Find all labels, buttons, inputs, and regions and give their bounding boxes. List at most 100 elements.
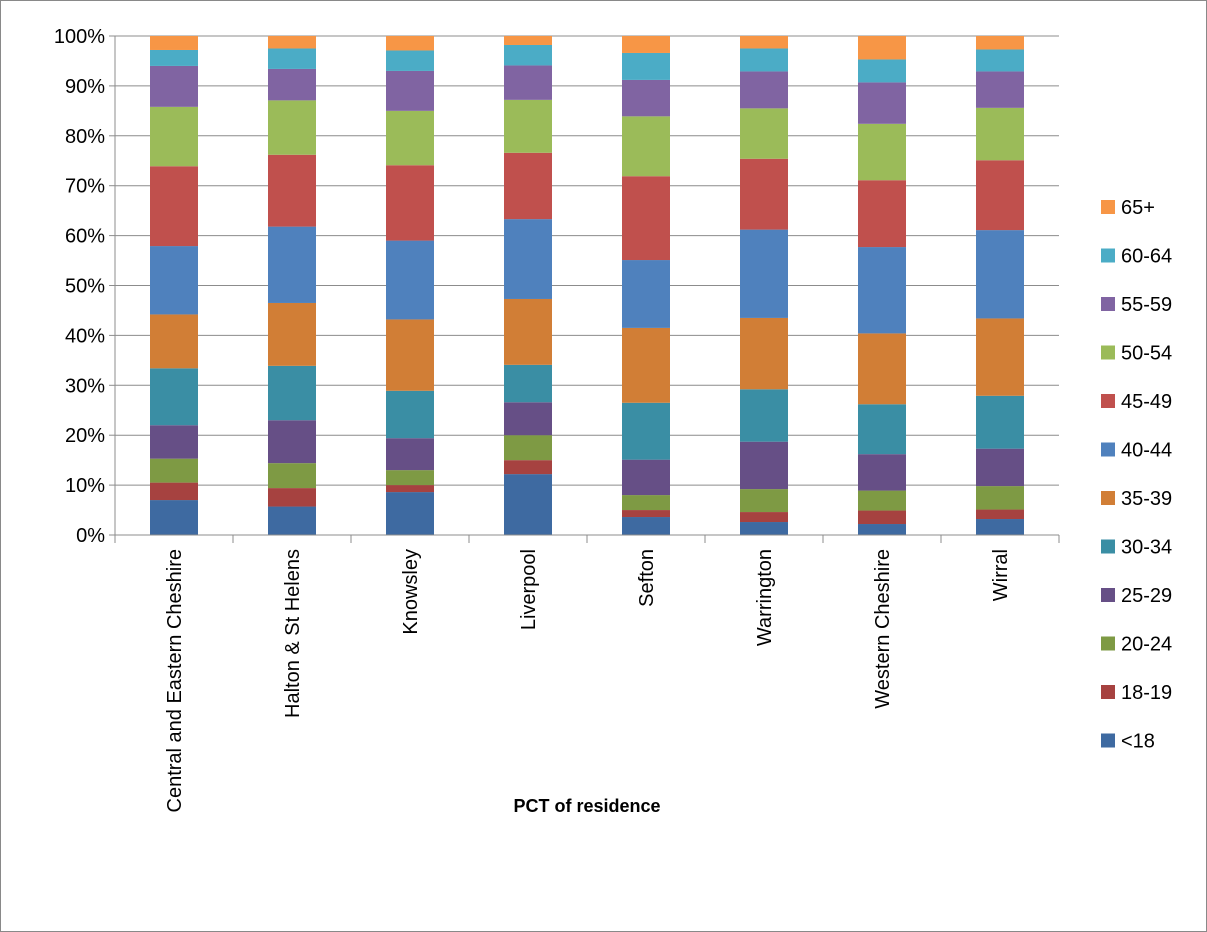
bar-segment	[150, 36, 198, 50]
bar-segment	[504, 99, 552, 153]
legend-label: 50-54	[1121, 343, 1172, 365]
legend-label: 18-19	[1121, 682, 1172, 704]
y-tick-label: 50%	[65, 276, 105, 298]
bar-segment	[740, 71, 788, 109]
bar-segment	[150, 246, 198, 315]
bar-segment	[858, 404, 906, 455]
axes	[114, 36, 1060, 543]
bar-segment	[268, 226, 316, 303]
bar-segment	[976, 318, 1024, 396]
legend-label: 20-24	[1121, 634, 1172, 656]
bar-segment	[386, 165, 434, 241]
bar-segment	[150, 500, 198, 535]
bar-segment	[268, 154, 316, 227]
bar-segment	[386, 110, 434, 166]
y-tick-label: 10%	[65, 475, 105, 497]
x-tick-labels: Central and Eastern Cheshire Halton & St …	[164, 549, 1012, 812]
bar-segment	[150, 65, 198, 107]
bar-segment	[504, 44, 552, 66]
bar-segment	[386, 240, 434, 320]
bar-segment	[504, 298, 552, 365]
bar-segment	[504, 474, 552, 535]
bar-segment	[386, 390, 434, 439]
bar-segment	[976, 36, 1024, 50]
x-tick-label: Central and Eastern Cheshire	[164, 549, 186, 812]
bar-segment	[740, 317, 788, 390]
bars	[150, 36, 1024, 535]
legend-label: 55-59	[1121, 294, 1172, 316]
bar-segment	[268, 302, 316, 366]
legend-swatch	[1101, 733, 1115, 748]
bar-segment	[504, 460, 552, 475]
bar-segment	[622, 459, 670, 496]
bar-segment	[150, 106, 198, 167]
bar-segment	[386, 485, 434, 493]
legend-label: 30-34	[1121, 537, 1172, 559]
y-tick-labels: 0% 10% 20% 30% 40% 50% 60% 70% 80% 90% 100%	[54, 26, 105, 547]
legend-swatch	[1101, 248, 1115, 263]
y-tick-label: 40%	[65, 325, 105, 347]
bar-segment	[740, 512, 788, 523]
bar-segment	[976, 160, 1024, 231]
bar-segment	[858, 180, 906, 248]
legend-label: 45-49	[1121, 391, 1172, 413]
x-axis-title: PCT of residence	[513, 796, 660, 816]
bar-segment	[268, 420, 316, 464]
bar-segment	[150, 425, 198, 459]
bar-segment	[622, 327, 670, 403]
bar-segment	[740, 158, 788, 230]
legend-swatch	[1101, 297, 1115, 311]
bar-segment	[268, 365, 316, 421]
x-tick-label: Sefton	[636, 549, 658, 607]
x-tick-label: Knowsley	[400, 549, 422, 635]
x-tick-label: Liverpool	[518, 549, 540, 630]
bar-segment	[268, 488, 316, 507]
legend-label: 65+	[1121, 197, 1155, 219]
bar-segment	[504, 152, 552, 220]
bar-segment	[386, 36, 434, 51]
bar-segment	[740, 489, 788, 513]
bar-segment	[740, 36, 788, 49]
bar-segment	[976, 395, 1024, 449]
y-tick-label: 70%	[65, 176, 105, 198]
bar-segment	[740, 389, 788, 442]
x-tick-label: Warrington	[754, 549, 776, 646]
bar-segment	[740, 441, 788, 490]
bar-segment	[150, 458, 198, 483]
bar-segment	[740, 522, 788, 535]
legend-swatch	[1101, 394, 1115, 408]
y-tick-label: 60%	[65, 226, 105, 248]
bar-segment	[858, 123, 906, 181]
bar-segment	[858, 59, 906, 83]
bar-segment	[858, 524, 906, 535]
bar-segment	[150, 482, 198, 501]
bar-segment	[386, 50, 434, 71]
legend-swatch	[1101, 636, 1115, 651]
bar-segment	[386, 70, 434, 111]
bar-segment	[268, 36, 316, 49]
bar-segment	[858, 247, 906, 334]
bar-segment	[150, 314, 198, 369]
legend-label: 25-29	[1121, 585, 1172, 607]
bar-segment	[150, 49, 198, 66]
legend-label: 40-44	[1121, 440, 1172, 462]
y-tick-label: 90%	[65, 76, 105, 98]
bar-segment	[386, 438, 434, 471]
legend-swatch	[1101, 588, 1115, 602]
y-tick-label: 30%	[65, 375, 105, 397]
legend-label: <18	[1121, 731, 1155, 753]
bar-segment	[622, 176, 670, 261]
bar-segment	[504, 36, 552, 45]
x-tick-label: Western Cheshire	[872, 549, 894, 709]
y-tick-label: 100%	[54, 26, 105, 48]
legend-swatch	[1101, 685, 1115, 699]
legend-swatch	[1101, 345, 1115, 360]
bar-segment	[740, 229, 788, 318]
bar-segment	[858, 490, 906, 511]
legend-swatch	[1101, 442, 1115, 457]
bar-segment	[622, 260, 670, 328]
bar-segment	[858, 36, 906, 60]
bar-segment	[504, 364, 552, 403]
legend-label: 60-64	[1121, 246, 1172, 268]
bar-segment	[976, 230, 1024, 319]
